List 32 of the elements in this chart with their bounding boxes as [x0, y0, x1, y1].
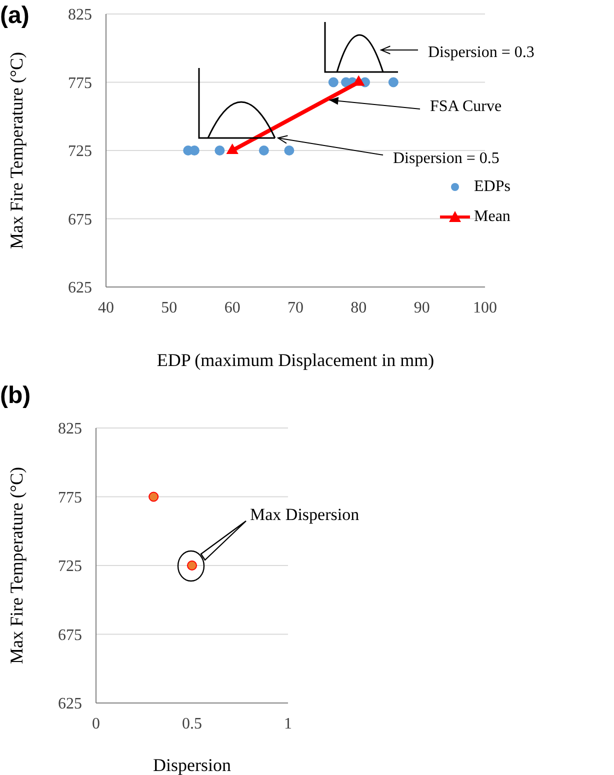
y-tick-label: 625	[58, 696, 82, 713]
chart-title: (a)	[0, 2, 30, 30]
x-axis-title: Dispersion	[153, 755, 231, 775]
y-tick-label: 825	[58, 420, 82, 438]
y-tick-label: 825	[68, 6, 92, 24]
legend-label: Mean	[474, 208, 510, 226]
annotation: Dispersion = 0.3	[428, 44, 534, 62]
annotation: Max Dispersion	[250, 505, 360, 524]
x-tick-label: 100	[473, 299, 497, 316]
x-tick-label: 50	[161, 299, 178, 316]
legend-label: EDPs	[474, 178, 510, 196]
x-tick-label: 60	[224, 299, 240, 316]
y-tick-label: 725	[68, 143, 92, 160]
x-tick-label: 0.5	[182, 715, 202, 732]
chart-title: (b)	[0, 382, 31, 410]
y-tick-label: 775	[68, 74, 92, 92]
x-tick-label: 1	[284, 715, 292, 732]
x-tick-label: 80	[350, 299, 367, 316]
y-tick-label: 675	[58, 626, 82, 644]
y-tick-label: 775	[58, 489, 82, 506]
x-tick-label: 40	[98, 299, 114, 316]
y-tick-label: 675	[68, 211, 92, 228]
y-tick-label: 725	[58, 558, 82, 576]
x-tick-label: 0	[92, 715, 100, 732]
y-tick-label: 625	[68, 280, 92, 297]
y-axis-title: Max Fire Temperature (°C)	[6, 52, 26, 250]
annotation: Dispersion = 0.5	[393, 150, 500, 168]
x-tick-label: 70	[288, 299, 304, 316]
annotation: FSA Curve	[430, 98, 502, 116]
y-axis-title: Max Fire Temperature (°C)	[6, 466, 26, 664]
x-axis-title: EDP (maximum Displacement in mm)	[156, 350, 434, 370]
x-tick-label: 90	[414, 299, 430, 316]
